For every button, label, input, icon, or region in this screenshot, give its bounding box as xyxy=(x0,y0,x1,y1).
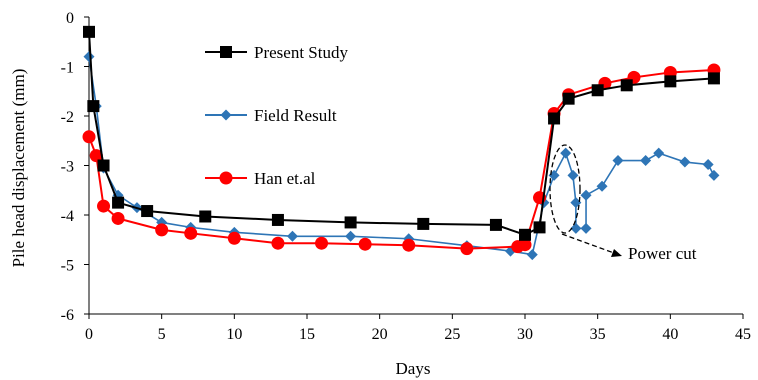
data-point-present-study xyxy=(562,92,575,105)
data-point-han-et-al xyxy=(227,231,241,245)
data-point-present-study xyxy=(271,213,284,226)
data-point-han-et-al xyxy=(518,238,532,252)
data-point-field-result xyxy=(286,230,298,242)
legend-item-field-result: Field Result xyxy=(205,106,337,125)
data-point-present-study xyxy=(417,217,430,230)
data-point-field-result xyxy=(580,189,592,201)
power-cut-annotation: Power cut xyxy=(549,144,697,263)
y-tick-label: -5 xyxy=(61,258,74,275)
data-point-present-study xyxy=(112,196,125,209)
data-point-present-study xyxy=(707,72,720,85)
data-point-present-study xyxy=(97,159,110,172)
series-present-study xyxy=(83,25,720,241)
legend-label: Field Result xyxy=(254,106,337,125)
legend-marker xyxy=(220,109,232,121)
tick-labels: 0 5 10 15 20 25 30 35 40 45 0 -1 -2 -3 -4 -5 -6 xyxy=(61,10,751,343)
data-point-present-study xyxy=(87,100,100,113)
data-point-han-et-al xyxy=(82,130,96,144)
x-tick-label: 25 xyxy=(444,326,460,343)
data-point-field-result xyxy=(612,155,624,167)
data-point-han-et-al xyxy=(402,238,416,252)
legend-label: Han et.al xyxy=(254,169,316,188)
power-cut-arrowhead xyxy=(611,249,622,257)
data-point-han-et-al xyxy=(111,211,125,225)
series-line-present-study xyxy=(88,31,715,236)
data-point-present-study xyxy=(489,218,502,231)
y-tick-label: 0 xyxy=(66,10,74,27)
data-point-field-result xyxy=(702,159,714,171)
data-point-present-study xyxy=(664,75,677,88)
data-point-field-result xyxy=(679,156,691,168)
x-tick-label: 35 xyxy=(590,326,606,343)
data-point-han-et-al xyxy=(315,236,329,250)
data-point-field-result xyxy=(83,51,95,63)
x-tick-label: 30 xyxy=(517,326,533,343)
x-tick-label: 0 xyxy=(85,326,93,343)
data-point-present-study xyxy=(620,79,633,92)
data-point-han-et-al xyxy=(155,223,169,237)
legend: Present Study Field Result Han et.al xyxy=(205,43,348,188)
legend-label: Present Study xyxy=(254,43,348,62)
data-point-field-result xyxy=(653,147,665,159)
data-point-present-study xyxy=(519,228,531,241)
y-tick-label: -6 xyxy=(61,307,74,324)
data-point-field-result xyxy=(580,222,592,234)
data-point-field-result xyxy=(526,249,538,261)
axes xyxy=(88,17,743,315)
power-cut-label: Power cut xyxy=(628,244,697,263)
data-point-present-study xyxy=(548,112,561,125)
data-point-han-et-al xyxy=(97,199,111,213)
legend-item-han-et-al: Han et.al xyxy=(205,169,316,188)
y-tick-label: -3 xyxy=(61,159,74,176)
data-point-field-result xyxy=(560,147,572,159)
data-point-field-result xyxy=(567,169,579,181)
x-tick-label: 45 xyxy=(735,326,751,343)
data-point-present-study xyxy=(141,205,154,218)
x-tick-label: 10 xyxy=(226,326,242,343)
series-han-et-al xyxy=(82,63,721,256)
data-point-present-study xyxy=(199,210,212,223)
power-cut-arrow xyxy=(561,233,615,254)
data-point-present-study xyxy=(344,216,357,229)
legend-item-present-study: Present Study xyxy=(205,43,348,62)
data-point-han-et-al xyxy=(184,226,198,240)
data-point-field-result xyxy=(708,169,720,181)
data-point-field-result xyxy=(640,155,652,167)
data-point-han-et-al xyxy=(89,149,103,163)
x-tick-label: 40 xyxy=(662,326,678,343)
legend-marker xyxy=(220,46,232,58)
data-point-han-et-al xyxy=(271,236,285,250)
series-layer xyxy=(82,25,721,261)
legend-marker xyxy=(219,171,233,185)
data-point-present-study xyxy=(533,221,546,234)
y-tick-label: -4 xyxy=(61,208,74,225)
data-point-present-study xyxy=(591,84,604,97)
y-tick-label: -1 xyxy=(61,60,74,77)
data-point-han-et-al xyxy=(460,242,474,256)
x-tick-label: 5 xyxy=(158,326,166,343)
y-tick-label: -2 xyxy=(61,109,74,126)
data-point-han-et-al xyxy=(358,237,372,251)
data-point-field-result xyxy=(570,222,582,234)
x-tick-label: 20 xyxy=(372,326,388,343)
x-tick-label: 15 xyxy=(299,326,315,343)
y-axis-label: Pile head displacement (mm) xyxy=(9,69,28,268)
data-point-field-result xyxy=(345,230,357,242)
data-point-present-study xyxy=(83,25,95,38)
x-axis-label: Days xyxy=(396,359,431,378)
data-point-field-result xyxy=(596,180,608,192)
power-cut-ellipse xyxy=(549,144,581,234)
